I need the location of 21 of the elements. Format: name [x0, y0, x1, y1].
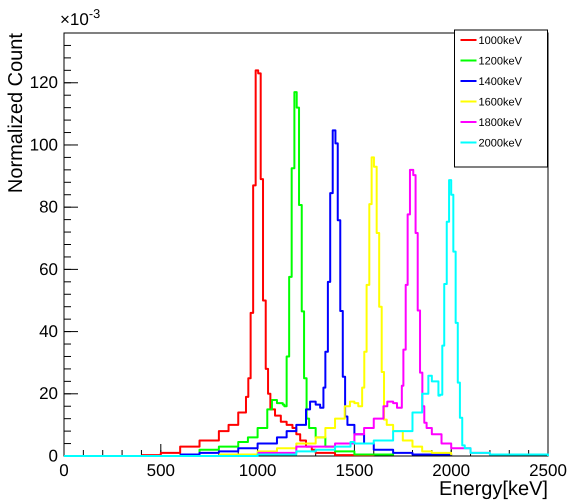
legend-label: 2000keV [478, 138, 523, 150]
y-tick-label: 60 [39, 260, 58, 279]
text: ×10$^{-3}$ [60, 6, 100, 29]
x-tick-label: 500 [146, 461, 175, 480]
y-tick-label: 40 [39, 322, 58, 342]
y-tick-label: 80 [39, 198, 58, 217]
legend-label: 1400keV [478, 76, 523, 88]
y-tick-label: 120 [30, 73, 58, 92]
x-tick-label: 1500 [335, 461, 374, 480]
legend-label: 1800keV [478, 117, 523, 129]
x-tick-label: 1000 [238, 461, 277, 480]
x-axis-title: Energy[keV] [439, 478, 548, 500]
legend-label: 1000keV [478, 35, 523, 47]
y-tick-label: 100 [30, 135, 58, 154]
legend-label: 1200keV [478, 56, 523, 68]
x-tick-label: 2000 [432, 461, 470, 480]
y-axis-title: Normalized Count [5, 32, 27, 194]
y-tick-label: 20 [39, 384, 58, 404]
y-tick-label: 0 [48, 446, 58, 466]
legend-label: 1600keV [478, 96, 523, 108]
x-tick-label: 2500 [529, 461, 567, 480]
